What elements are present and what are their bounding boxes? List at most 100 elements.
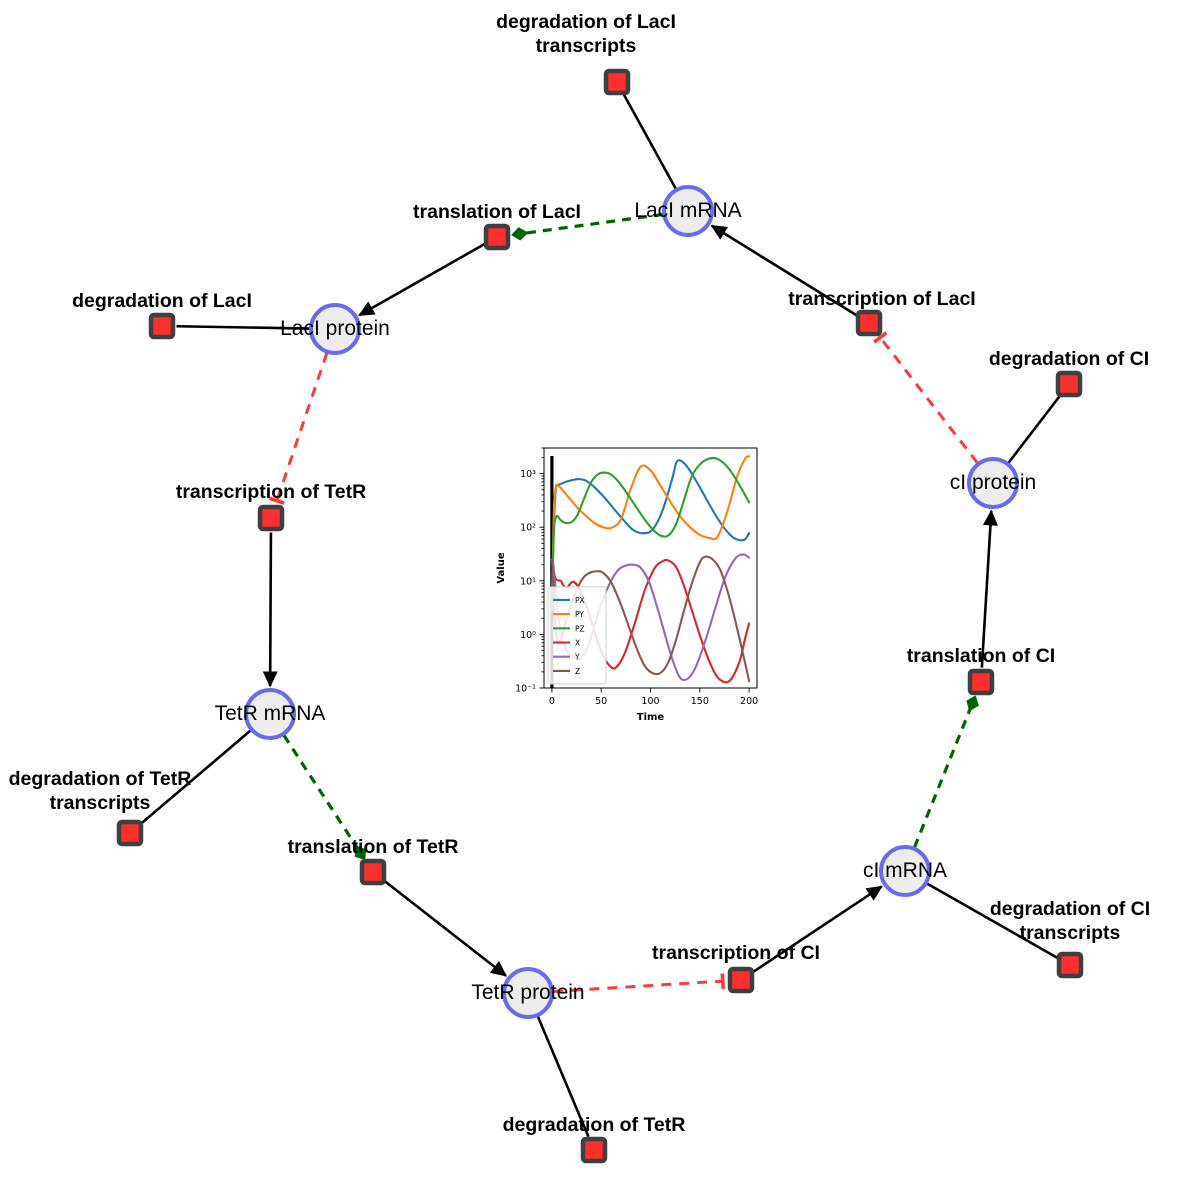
species-node[interactable] [662, 185, 714, 237]
edge-production [358, 243, 486, 317]
reaction-square-deg_tetr_transcripts[interactable] [116, 819, 144, 847]
reaction-square-translation_tetr[interactable] [359, 858, 387, 886]
reaction-label-transcription_tetr: transcription of TetR [176, 481, 366, 503]
species-label-ci_protein: cI protein [950, 471, 1036, 494]
reaction-node[interactable] [967, 668, 995, 696]
species-circle-tetr_mrna[interactable] [244, 688, 296, 740]
edge-production [383, 879, 508, 977]
x-tick-label: 50 [595, 696, 607, 707]
reaction-label-transcription_laci: transcription of LacI [788, 288, 975, 310]
reaction-label-translation_laci: translation of LacI [413, 201, 581, 223]
edge-consumption [926, 882, 1059, 959]
chart-legend-box [547, 586, 607, 685]
species-label-laci_mrna: LacI mRNA [634, 199, 741, 222]
reaction-square-deg_tetr[interactable] [580, 1136, 608, 1164]
reaction-label-deg_laci: degradation of LacI [72, 290, 252, 312]
species-node[interactable] [879, 845, 931, 897]
reaction-node[interactable] [1055, 370, 1083, 398]
reaction-node[interactable] [359, 858, 387, 886]
x-tick-label: 0 [549, 696, 555, 707]
reaction-label-deg_tetr: degradation of TetR [503, 1114, 686, 1136]
chart-legend-label-Z: Z [575, 667, 580, 676]
node-layer [116, 68, 1084, 1164]
edge-modifier [282, 734, 367, 860]
species-circle-ci_mrna[interactable] [879, 845, 931, 897]
reaction-label-deg_ci: degradation of CI [989, 348, 1149, 370]
reaction-node[interactable] [116, 819, 144, 847]
species-circle-laci_mrna[interactable] [662, 185, 714, 237]
edge-consumption [140, 729, 252, 825]
chart-legend-label-PY: PY [575, 610, 584, 619]
species-label-ci_mrna: cI mRNA [863, 859, 947, 882]
reaction-label-deg_tetr_transcripts: degradation of TetR transcripts [9, 768, 192, 814]
species-label-tetr_protein: TetR protein [471, 981, 584, 1004]
chart-line-PZ [550, 456, 751, 610]
reaction-square-deg_laci[interactable] [148, 312, 176, 340]
reaction-square-transcription_tetr[interactable] [257, 504, 285, 532]
reaction-square-transcription_laci[interactable] [855, 309, 883, 337]
y-axis-title: Value [496, 552, 507, 583]
species-node[interactable] [309, 303, 361, 355]
timecourse-chart: 10⁻¹ 10⁰ 10¹ 10² 10³ 0 50 100 150 200 Time Value PX… [484, 440, 767, 743]
reaction-node[interactable] [1056, 951, 1084, 979]
species-circle-tetr_protein[interactable] [502, 967, 554, 1019]
edge-consumption [1007, 394, 1062, 464]
edge-layer [140, 94, 1062, 1138]
species-label-tetr_mrna: TetR mRNA [215, 702, 326, 725]
reaction-square-translation_ci[interactable] [967, 668, 995, 696]
reaction-node[interactable] [483, 223, 511, 251]
species-circle-ci_protein[interactable] [967, 457, 1019, 509]
reaction-node[interactable] [727, 966, 755, 994]
reaction-label-deg_ci_transcripts: degradation of CI transcripts [990, 898, 1150, 944]
chart-legend-label-PX: PX [575, 596, 585, 605]
chart-background [484, 440, 767, 743]
species-node[interactable] [967, 457, 1019, 509]
reaction-label-deg_laci_transcripts: degradation of LacI transcripts [496, 11, 676, 57]
x-tick-label: 100 [641, 696, 659, 707]
y-tick-label: 10⁻¹ [515, 684, 536, 695]
x-tick-label: 150 [691, 696, 709, 707]
edge-production [752, 885, 883, 974]
reaction-square-translation_laci[interactable] [483, 223, 511, 251]
chart-axes-layer: 10⁻¹ 10⁰ 10¹ 10² 10³ 0 50 100 150 200 Time Value [496, 447, 758, 723]
x-tick-label: 200 [740, 696, 758, 707]
reaction-node[interactable] [148, 312, 176, 340]
reaction-node[interactable] [855, 309, 883, 337]
species-label-laci_protein: LacI protein [280, 317, 390, 340]
species-circle-laci_protein[interactable] [309, 303, 361, 355]
reaction-node[interactable] [257, 504, 285, 532]
label-layer: LacI mRNA LacI protein TetR mRNA TetR prote… [9, 11, 1151, 1136]
chart-legend-label-X: X [575, 639, 580, 648]
y-tick-label: 10⁰ [520, 630, 536, 641]
reaction-label-translation_ci: translation of CI [907, 645, 1055, 667]
reaction-square-deg_ci[interactable] [1055, 370, 1083, 398]
species-node[interactable] [502, 967, 554, 1019]
edge-inhibition [872, 331, 979, 464]
timecourse-chart-svg: 10⁻¹ 10⁰ 10¹ 10² 10³ 0 50 100 150 200 Time Value PX… [484, 440, 767, 743]
edge-production [262, 532, 278, 688]
y-tick-label: 10³ [520, 469, 536, 480]
reaction-label-translation_tetr: translation of TetR [288, 836, 459, 858]
reaction-label-transcription_ci: transcription of CI [652, 942, 820, 964]
chart-legend: PX PY PZ XYZ [547, 586, 607, 685]
chart-legend-label-Y: Y [574, 653, 580, 662]
y-tick-label: 10¹ [520, 576, 536, 587]
reaction-node[interactable] [580, 1136, 608, 1164]
reaction-square-deg_laci_transcripts[interactable] [603, 68, 631, 96]
reaction-node[interactable] [603, 68, 631, 96]
chart-line-PX [550, 459, 751, 610]
species-node[interactable] [244, 688, 296, 740]
edge-production [980, 509, 998, 668]
edge-production [710, 224, 858, 317]
y-tick-label: 10² [520, 523, 536, 534]
edge-consumption [622, 94, 677, 190]
edge-consumption [536, 1016, 590, 1138]
reaction-square-transcription_ci[interactable] [727, 966, 755, 994]
chart-line-PY [550, 455, 751, 610]
x-axis-title: Time [637, 712, 665, 723]
edge-inhibition [268, 352, 329, 505]
reaction-square-deg_ci_transcripts[interactable] [1056, 951, 1084, 979]
chart-line-X [550, 558, 751, 684]
edge-modifier [913, 695, 979, 848]
